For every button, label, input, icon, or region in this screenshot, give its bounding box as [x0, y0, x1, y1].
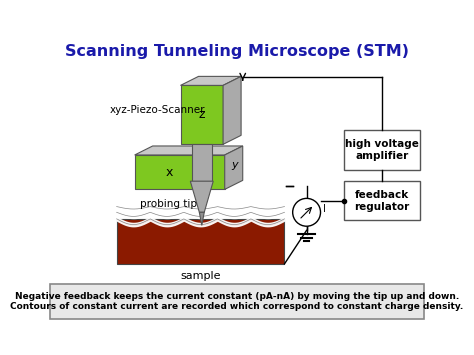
Text: Negative feedback keeps the current constant (pA-nA) by moving the tip up and do: Negative feedback keeps the current cons…: [10, 292, 464, 311]
FancyBboxPatch shape: [344, 130, 419, 170]
Polygon shape: [192, 144, 211, 181]
Polygon shape: [223, 76, 241, 144]
Polygon shape: [191, 181, 213, 212]
Polygon shape: [225, 146, 243, 189]
FancyBboxPatch shape: [344, 181, 419, 220]
Text: Scanning Tunneling Microscope (STM): Scanning Tunneling Microscope (STM): [65, 44, 409, 59]
Polygon shape: [200, 212, 204, 225]
Text: x: x: [165, 166, 173, 179]
Text: y: y: [231, 160, 238, 170]
Text: feedback
regulator: feedback regulator: [354, 190, 410, 212]
Polygon shape: [117, 219, 284, 264]
Circle shape: [292, 198, 320, 226]
Text: high voltage
amplifier: high voltage amplifier: [345, 139, 419, 161]
Text: probing tip: probing tip: [139, 199, 197, 209]
Polygon shape: [181, 86, 223, 144]
Polygon shape: [135, 155, 225, 189]
Text: sample: sample: [181, 271, 221, 281]
Text: I: I: [323, 204, 326, 214]
Polygon shape: [135, 146, 243, 155]
FancyBboxPatch shape: [49, 284, 425, 319]
Text: xyz-Piezo-Scanner: xyz-Piezo-Scanner: [110, 105, 206, 115]
Text: z: z: [199, 108, 205, 121]
Polygon shape: [181, 76, 241, 86]
